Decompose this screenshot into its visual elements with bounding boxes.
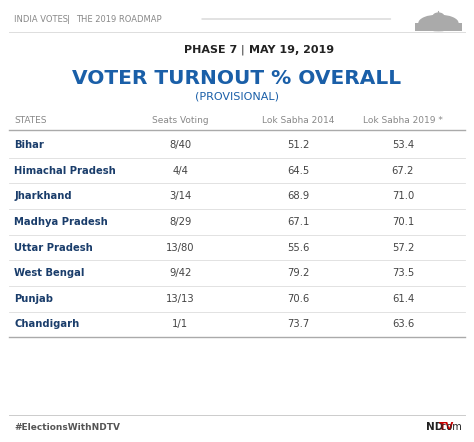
Text: 73.5: 73.5 (392, 268, 414, 278)
Text: 71.0: 71.0 (392, 191, 414, 201)
Text: 8/40: 8/40 (169, 140, 191, 150)
Text: 67.1: 67.1 (287, 217, 310, 227)
Text: 64.5: 64.5 (288, 166, 310, 175)
Text: 4/4: 4/4 (172, 166, 188, 175)
FancyBboxPatch shape (415, 23, 462, 31)
Text: 70.1: 70.1 (392, 217, 414, 227)
Text: 67.2: 67.2 (392, 166, 414, 175)
Text: THE 2019 ROADMAP: THE 2019 ROADMAP (76, 15, 162, 23)
Text: #ElectionsWithNDTV: #ElectionsWithNDTV (14, 423, 120, 432)
Text: PHASE 7: PHASE 7 (184, 45, 237, 54)
Text: TV: TV (439, 423, 454, 432)
Text: |: | (67, 15, 70, 23)
Text: 73.7: 73.7 (288, 320, 310, 329)
Text: INDIA VOTES: INDIA VOTES (14, 15, 68, 23)
Ellipse shape (432, 12, 445, 20)
Text: .com: .com (438, 423, 462, 432)
Ellipse shape (419, 15, 459, 31)
Text: Jharkhand: Jharkhand (14, 191, 72, 201)
Text: West Bengal: West Bengal (14, 268, 84, 278)
Text: MAY 19, 2019: MAY 19, 2019 (249, 45, 334, 54)
Text: 8/29: 8/29 (169, 217, 191, 227)
Text: 13/13: 13/13 (166, 294, 194, 304)
Text: 61.4: 61.4 (392, 294, 414, 304)
Text: 3/14: 3/14 (169, 191, 191, 201)
Text: 79.2: 79.2 (287, 268, 310, 278)
Text: 51.2: 51.2 (287, 140, 310, 150)
Text: Uttar Pradesh: Uttar Pradesh (14, 243, 93, 252)
Text: 57.2: 57.2 (392, 243, 414, 252)
Text: Bihar: Bihar (14, 140, 44, 150)
Text: 13/80: 13/80 (166, 243, 194, 252)
Text: Chandigarh: Chandigarh (14, 320, 80, 329)
Text: 68.9: 68.9 (288, 191, 310, 201)
Text: 9/42: 9/42 (169, 268, 191, 278)
Text: |: | (240, 44, 244, 55)
Text: 1/1: 1/1 (172, 320, 188, 329)
Text: Lok Sabha 2019 *: Lok Sabha 2019 * (363, 116, 443, 125)
Text: (PROVISIONAL): (PROVISIONAL) (195, 91, 279, 101)
Text: Himachal Pradesh: Himachal Pradesh (14, 166, 116, 175)
Text: ND: ND (426, 423, 443, 432)
Text: VOTER TURNOUT % OVERALL: VOTER TURNOUT % OVERALL (73, 69, 401, 88)
Text: 63.6: 63.6 (392, 320, 414, 329)
Text: 53.4: 53.4 (392, 140, 414, 150)
Text: 70.6: 70.6 (288, 294, 310, 304)
Text: Madhya Pradesh: Madhya Pradesh (14, 217, 108, 227)
Text: Lok Sabha 2014: Lok Sabha 2014 (263, 116, 335, 125)
Text: 55.6: 55.6 (287, 243, 310, 252)
Text: Seats Voting: Seats Voting (152, 116, 209, 125)
Text: Punjab: Punjab (14, 294, 53, 304)
Text: STATES: STATES (14, 116, 47, 125)
